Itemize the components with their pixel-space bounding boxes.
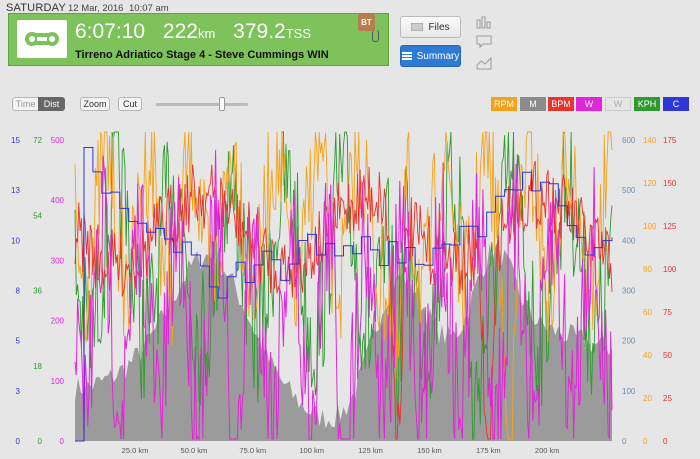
ride-summary-banner: 6:07:10 222km 379.2TSS Tirreno Adriatico…	[8, 13, 389, 66]
ride-date: 12 Mar, 2016	[68, 3, 124, 14]
left-axis-tick: 5	[16, 337, 21, 346]
summary-label: Summary	[416, 50, 460, 62]
right-axis-tick: 300	[622, 287, 636, 296]
right-axis-tick: 0	[663, 437, 668, 446]
right-axis-tick: 125	[663, 222, 677, 231]
ride-time: 10:07 am	[129, 3, 169, 14]
x-axis-tick: 150 km	[417, 446, 442, 455]
left-axis-tick: 0	[38, 437, 43, 446]
legend-kph[interactable]: KPH	[634, 97, 660, 111]
summary-button[interactable]: Summary	[400, 45, 461, 67]
time-toggle[interactable]: Time	[12, 97, 39, 111]
left-axis-tick: 10	[11, 236, 20, 245]
ride-duration: 6:07:10	[75, 20, 146, 43]
series-c-line	[75, 147, 613, 442]
x-axis-tick: 25.0 km	[122, 446, 149, 455]
x-axis-tick: 200 km	[535, 446, 560, 455]
x-axis-tick: 75.0 km	[239, 446, 266, 455]
right-axis-tick: 400	[622, 236, 636, 245]
right-axis-tick: 200	[622, 337, 636, 346]
list-icon	[401, 52, 412, 60]
ride-distance: 222	[162, 20, 198, 43]
paperclip-icon	[372, 30, 379, 42]
left-axis-tick: 3	[16, 387, 21, 396]
dist-toggle[interactable]: Dist	[38, 97, 65, 111]
right-axis-tick: 120	[643, 179, 657, 188]
top-bar: SATURDAY 12 Mar, 2016 10:07 am	[0, 0, 700, 14]
right-axis-tick: 0	[622, 437, 627, 446]
right-axis-tick: 500	[622, 186, 636, 195]
right-axis-tick: 40	[643, 351, 652, 360]
left-axis-tick: 0	[60, 437, 65, 446]
x-axis-tick: 50.0 km	[181, 446, 208, 455]
ride-tss: 379.2	[233, 20, 286, 43]
right-axis-tick: 100	[663, 265, 677, 274]
legend-w-white[interactable]: W	[605, 97, 631, 111]
bike-chain-icon	[17, 20, 67, 58]
comment-icon[interactable]	[476, 35, 492, 49]
legend-m[interactable]: M	[520, 97, 546, 111]
left-axis-tick: 18	[33, 362, 42, 371]
ride-title: Tirreno Adriatico Stage 4 - Steve Cummin…	[75, 49, 329, 61]
right-axis-tick: 25	[663, 394, 672, 403]
zoom-button[interactable]: Zoom	[80, 97, 110, 111]
files-label: Files	[428, 21, 450, 33]
left-axis-tick: 400	[51, 196, 65, 205]
series-watts-line	[74, 150, 613, 441]
legend-w-power[interactable]: W	[576, 97, 602, 111]
series-rpm-line	[74, 130, 613, 440]
right-axis-tick: 600	[622, 136, 636, 145]
right-axis-tick: 20	[643, 394, 652, 403]
legend-bpm[interactable]: BPM	[548, 97, 574, 111]
x-axis-tick: 100 km	[299, 446, 324, 455]
left-axis-tick: 500	[51, 136, 65, 145]
left-axis-tick: 36	[33, 287, 42, 296]
zoom-slider-thumb[interactable]	[219, 97, 225, 111]
distance-unit: km	[197, 26, 216, 41]
tss-unit: TSS	[285, 26, 312, 41]
bt-badge[interactable]: BT	[358, 14, 375, 31]
right-axis-tick: 0	[643, 437, 648, 446]
x-axis-tick: 175 km	[476, 446, 501, 455]
left-axis-tick: 72	[33, 136, 42, 145]
left-axis-tick: 0	[16, 437, 21, 446]
right-axis-tick: 175	[663, 136, 677, 145]
left-axis-tick: 300	[51, 256, 65, 265]
legend-c[interactable]: C	[663, 97, 689, 111]
left-axis-tick: 200	[51, 317, 65, 326]
ride-day: SATURDAY	[6, 2, 66, 14]
bar-chart-icon[interactable]	[476, 15, 492, 29]
left-axis-tick: 100	[51, 377, 65, 386]
files-button[interactable]: Files	[400, 16, 461, 38]
chart-series	[74, 130, 613, 442]
right-axis-tick: 100	[643, 222, 657, 231]
right-axis-tick: 60	[643, 308, 652, 317]
chart-axes: 0358101315018365472010020030040050001002…	[11, 136, 677, 455]
series-kph-line	[74, 131, 613, 440]
right-axis-tick: 150	[663, 179, 677, 188]
zoom-slider[interactable]	[156, 103, 248, 106]
x-axis-tick: 125 km	[358, 446, 383, 455]
left-axis-tick: 13	[11, 186, 20, 195]
area-chart-icon[interactable]	[476, 56, 492, 70]
right-axis-tick: 100	[622, 387, 636, 396]
right-axis-tick: 80	[643, 265, 652, 274]
ride-stats: 6:07:10 222km 379.2TSS	[75, 20, 311, 44]
right-axis-tick: 50	[663, 351, 672, 360]
left-axis-tick: 8	[16, 287, 21, 296]
right-axis-tick: 140	[643, 136, 657, 145]
legend-rpm[interactable]: RPM	[491, 97, 517, 111]
left-axis-tick: 15	[11, 136, 20, 145]
cut-button[interactable]: Cut	[118, 97, 142, 111]
left-axis-tick: 54	[33, 211, 42, 220]
files-icon	[411, 23, 424, 31]
right-axis-tick: 75	[663, 308, 672, 317]
